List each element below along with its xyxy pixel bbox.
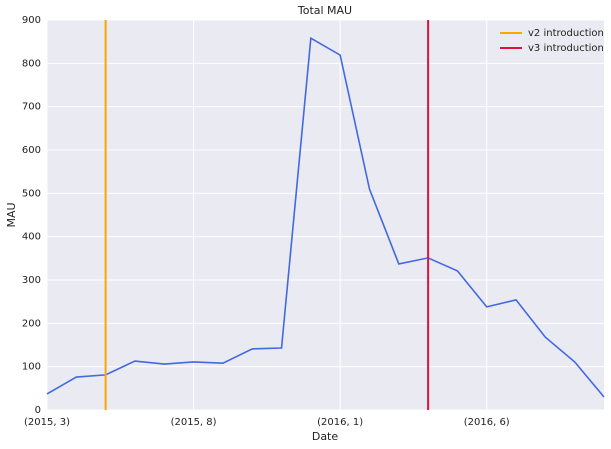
y-tick-label: 900 (22, 15, 41, 26)
plot-area (47, 20, 604, 410)
y-tick-label: 600 (22, 145, 41, 156)
chart-title: Total MAU (297, 4, 352, 17)
y-axis-label: MAU (5, 202, 18, 227)
x-tick-label: (2015, 8) (171, 417, 217, 428)
data-line (46, 36, 605, 398)
legend-label: v3 introduction (528, 43, 604, 54)
y-tick-label: 700 (22, 102, 41, 113)
y-tick-label: 800 (22, 58, 41, 69)
y-tick-label: 100 (22, 362, 41, 373)
y-tick-label: 0 (35, 405, 41, 416)
y-tick-label: 300 (22, 275, 41, 286)
y-tick-label: 500 (22, 188, 41, 199)
x-tick-label: (2016, 6) (464, 417, 510, 428)
x-axis-label: Date (312, 430, 339, 443)
y-tick-label: 200 (22, 318, 41, 329)
x-tick-label: (2015, 3) (24, 417, 70, 428)
legend-label: v2 introduction (528, 28, 604, 39)
x-tick-label: (2016, 1) (317, 417, 363, 428)
y-tick-label: 400 (22, 232, 41, 243)
